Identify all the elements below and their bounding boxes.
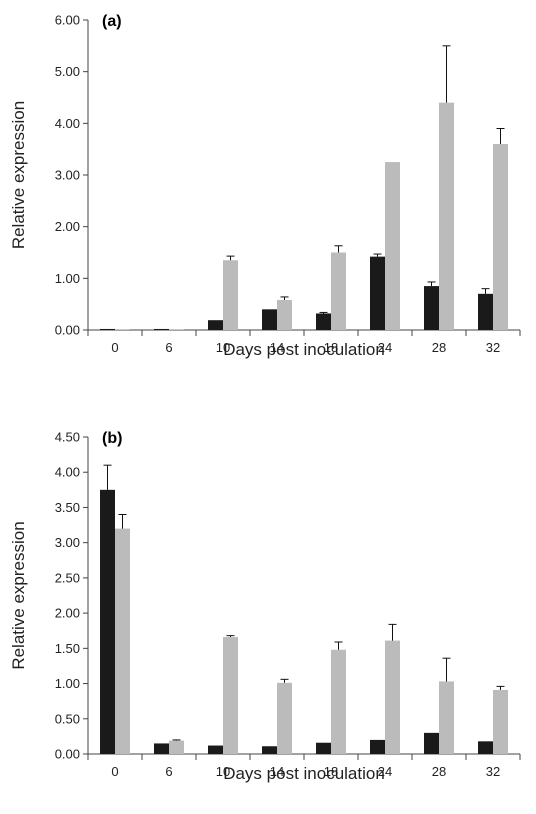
bar [223, 260, 238, 330]
x-axis-title: Days post inoculation [223, 340, 385, 359]
x-tick-label: 14 [270, 764, 284, 779]
y-tick-label: 3.50 [55, 500, 80, 515]
y-tick-label: 2.00 [55, 606, 80, 621]
y-axis-title: Relative expression [9, 521, 28, 669]
bar [277, 682, 292, 754]
y-tick-label: 0.50 [55, 711, 80, 726]
bar [169, 740, 184, 754]
x-tick-label: 28 [432, 340, 446, 355]
x-tick-label: 10 [216, 764, 230, 779]
bar [478, 741, 493, 754]
bar [223, 637, 238, 754]
bar [370, 256, 385, 330]
x-tick-label: 6 [165, 340, 172, 355]
bar [277, 300, 292, 330]
bar [424, 732, 439, 754]
chart-panel-0: 0.00 1.00 2.00 3.00 4.00 5.00 6.00 0 6 10 14 18 24 28… [9, 13, 521, 359]
bar [100, 328, 115, 330]
y-tick-label: 4.50 [55, 430, 80, 445]
y-tick-label: 0.00 [55, 323, 80, 338]
bar [115, 528, 130, 754]
bar [262, 309, 277, 330]
y-tick-label: 2.50 [55, 570, 80, 585]
x-tick-label: 32 [486, 340, 500, 355]
bar [424, 286, 439, 330]
bar [331, 649, 346, 754]
x-tick-label: 6 [165, 764, 172, 779]
bar [100, 489, 115, 754]
x-axis-title: Days post inoculation [223, 764, 385, 783]
x-tick-label: 18 [324, 340, 338, 355]
x-tick-label: 0 [111, 764, 118, 779]
bar [439, 681, 454, 754]
x-tick-label: 14 [270, 340, 284, 355]
x-tick-label: 10 [216, 340, 230, 355]
x-tick-label: 24 [378, 340, 392, 355]
x-tick-label: 28 [432, 764, 446, 779]
bar [208, 745, 223, 754]
x-tick-label: 0 [111, 340, 118, 355]
y-tick-label: 0.00 [55, 747, 80, 762]
y-tick-label: 1.00 [55, 271, 80, 286]
bar [331, 252, 346, 330]
y-tick-label: 1.00 [55, 676, 80, 691]
bar [154, 743, 169, 754]
y-tick-label: 3.00 [55, 535, 80, 550]
y-tick-label: 4.00 [55, 465, 80, 480]
chart-panel-1: 0.00 0.50 1.00 1.50 2.00 2.50 3.00 3.50 4.00 4.50… [9, 430, 521, 783]
panel-label: (a) [102, 13, 122, 30]
x-tick-label: 18 [324, 764, 338, 779]
bar [262, 746, 277, 754]
bar [154, 328, 169, 330]
bar [316, 313, 331, 330]
panel-label: (b) [102, 430, 122, 447]
y-axis-title: Relative expression [9, 101, 28, 249]
bar [493, 144, 508, 330]
y-tick-label: 4.00 [55, 116, 80, 131]
y-tick-label: 6.00 [55, 13, 80, 28]
x-tick-label: 24 [378, 764, 392, 779]
bar [115, 329, 130, 330]
bar [208, 320, 223, 330]
bar [493, 689, 508, 754]
bar [385, 640, 400, 754]
bar [385, 162, 400, 330]
bar [169, 329, 184, 330]
bar [439, 102, 454, 331]
y-tick-label: 2.00 [55, 219, 80, 234]
bar [370, 739, 385, 754]
y-tick-label: 5.00 [55, 64, 80, 79]
y-tick-label: 1.50 [55, 641, 80, 656]
bar [478, 293, 493, 330]
bar [316, 742, 331, 754]
x-tick-label: 32 [486, 764, 500, 779]
y-tick-label: 3.00 [55, 168, 80, 183]
